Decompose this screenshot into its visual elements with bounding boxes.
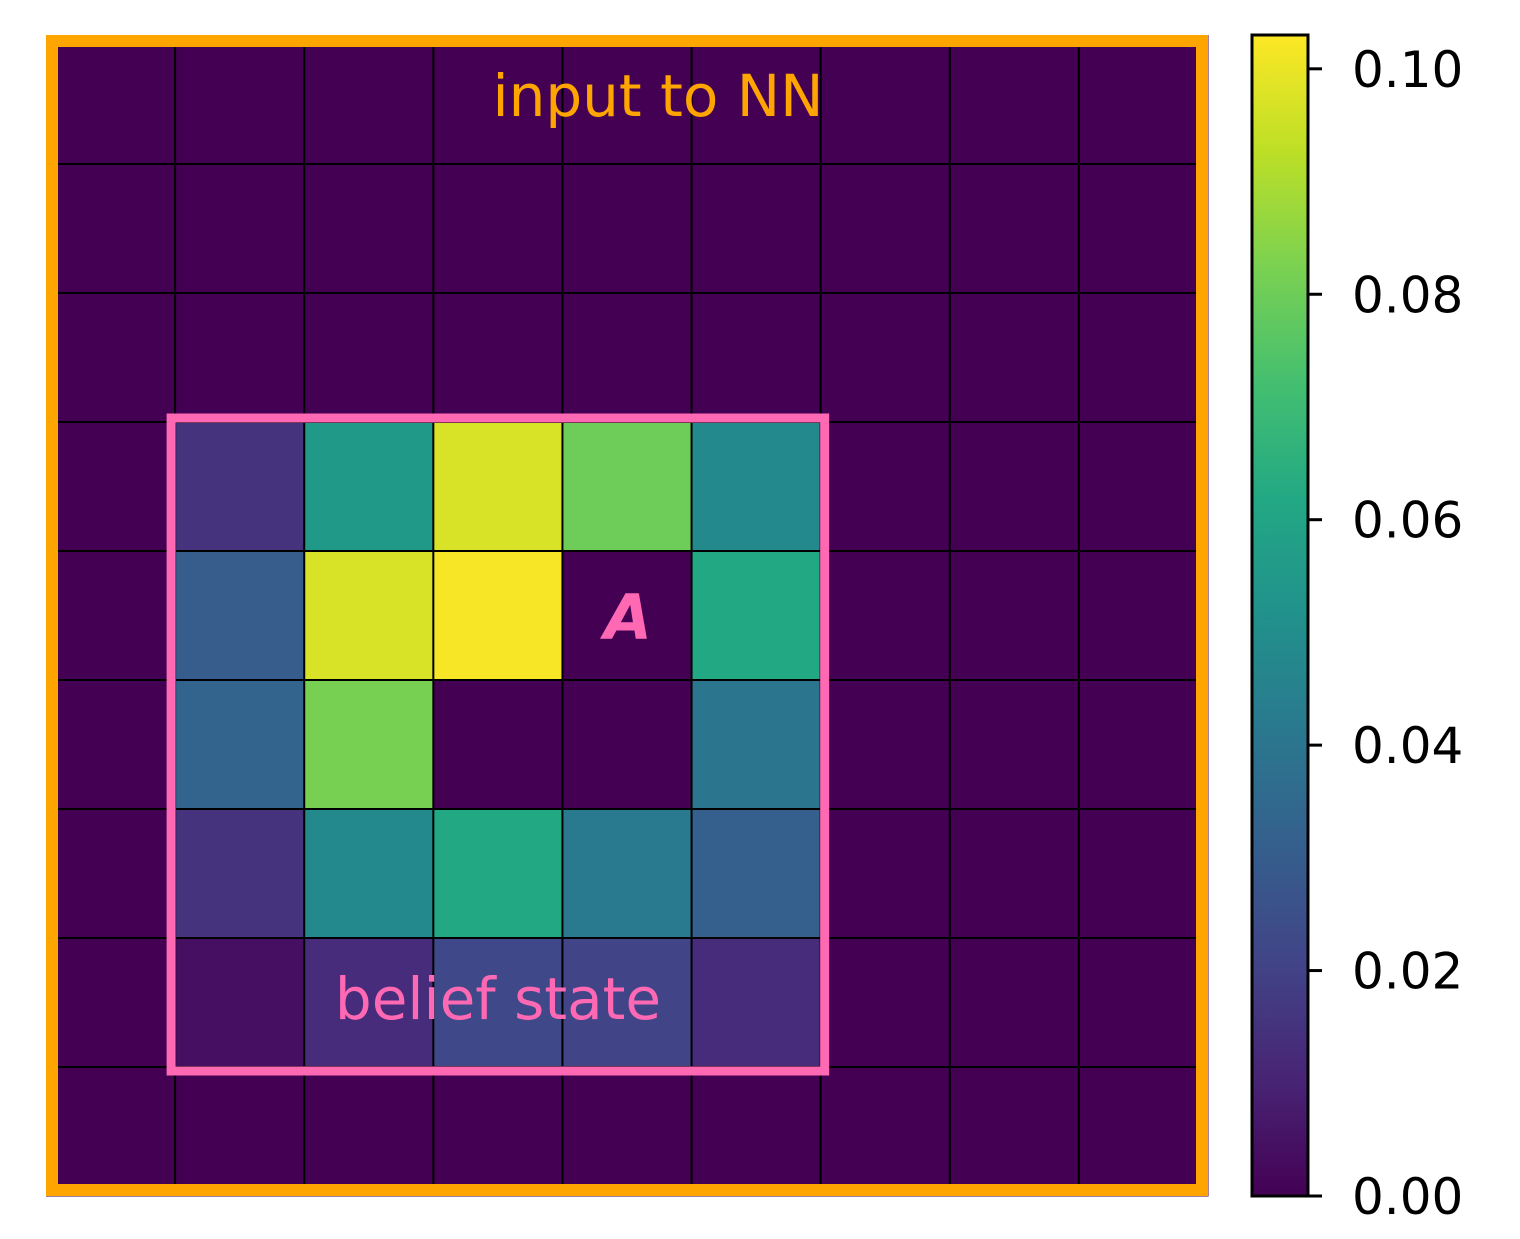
heatmap-cell-r2-c7 <box>949 293 1080 423</box>
heatmap-cell-r1-c2 <box>304 164 434 294</box>
heatmap-cell-r7-c2 <box>304 938 434 1068</box>
heatmap-cell-r8-c6 <box>820 1067 951 1197</box>
heatmap-cell-r7-c3 <box>433 938 563 1068</box>
heatmap-cell-r7-c1 <box>175 938 305 1068</box>
heatmap-cell-r8-c3 <box>433 1067 563 1197</box>
heatmap-cell-r8-c8 <box>1078 1067 1209 1197</box>
heatmap-cell-r2-c1 <box>175 293 305 423</box>
heatmap-cell-r1-c7 <box>949 164 1080 294</box>
belief-state-frame <box>166 413 830 1076</box>
belief-state-label: belief state <box>335 965 661 1033</box>
colorbar-tick-label: 0.00 <box>1352 1168 1463 1226</box>
heatmap-cell-r3-c2 <box>304 422 434 552</box>
heatmap-cell-r0-c5 <box>691 35 822 165</box>
heatmap-cell-r4-c1 <box>175 551 305 681</box>
heatmap-cell-r6-c2 <box>304 809 434 939</box>
heatmap-cells <box>46 35 1209 1197</box>
heatmap-cell-r7-c4 <box>562 938 693 1068</box>
heatmap-cell-r1-c3 <box>433 164 563 294</box>
heatmap-cell-r6-c1 <box>175 809 305 939</box>
heatmap-cell-r1-c1 <box>175 164 305 294</box>
heatmap-cell-r0-c3 <box>433 35 563 165</box>
colorbar-tick-label: 0.02 <box>1352 943 1463 1001</box>
heatmap-cell-r5-c4 <box>562 680 693 810</box>
heatmap-cell-r3-c3 <box>433 422 563 552</box>
colorbar-tick-label: 0.06 <box>1352 492 1463 550</box>
heatmap-cell-r7-c6 <box>820 938 951 1068</box>
heatmap-cell-r3-c5 <box>691 422 822 552</box>
heatmap-cell-r2-c0 <box>46 293 176 423</box>
heatmap-cell-r8-c5 <box>691 1067 822 1197</box>
heatmap-cell-r4-c2 <box>304 551 434 681</box>
heatmap-cell-r5-c1 <box>175 680 305 810</box>
heatmap-cell-r8-c7 <box>949 1067 1080 1197</box>
colorbar-tick-label: 0.04 <box>1352 717 1463 775</box>
heatmap-cell-r1-c6 <box>820 164 951 294</box>
heatmap-cell-r7-c5 <box>691 938 822 1068</box>
heatmap-cell-r8-c2 <box>304 1067 434 1197</box>
heatmap-cell-r0-c1 <box>175 35 305 165</box>
heatmap-cell-r1-c5 <box>691 164 822 294</box>
heatmap-cell-r1-c8 <box>1078 164 1209 294</box>
heatmap-cell-r5-c3 <box>433 680 563 810</box>
heatmap-cell-r5-c6 <box>820 680 951 810</box>
heatmap-cell-r2-c3 <box>433 293 563 423</box>
colorbar <box>1250 33 1310 1198</box>
heatmap-cell-r5-c0 <box>46 680 176 810</box>
heatmap-cell-r5-c8 <box>1078 680 1209 810</box>
heatmap-cell-r3-c8 <box>1078 422 1209 552</box>
heatmap-cell-r6-c5 <box>691 809 822 939</box>
heatmap-cell-r7-c8 <box>1078 938 1209 1068</box>
heatmap-cell-r0-c8 <box>1078 35 1209 165</box>
heatmap-cell-r4-c6 <box>820 551 951 681</box>
colorbar-tick-label: 0.08 <box>1352 266 1463 324</box>
heatmap-cell-r6-c0 <box>46 809 176 939</box>
heatmap-cell-r3-c1 <box>175 422 305 552</box>
heatmap-cell-r2-c4 <box>562 293 693 423</box>
colorbar-tick-label: 0.10 <box>1352 41 1463 99</box>
heatmap-cell-r0-c2 <box>304 35 434 165</box>
input-region-frame <box>46 35 1208 1196</box>
heatmap-cell-r7-c0 <box>46 938 176 1068</box>
heatmap-cell-r8-c0 <box>46 1067 176 1197</box>
colorbar-ticks: 0.00 0.02 0.04 0.06 0.08 0.10 <box>1308 41 1463 1226</box>
heatmap-cell-r3-c4 <box>562 422 693 552</box>
heatmap-cell-r4-c8 <box>1078 551 1209 681</box>
heatmap-cell-r3-c0 <box>46 422 176 552</box>
heatmap-cell-r0-c0 <box>46 35 176 165</box>
heatmap-cell-r2-c6 <box>820 293 951 423</box>
heatmap-cell-r2-c8 <box>1078 293 1209 423</box>
heatmap-cell-r5-c2 <box>304 680 434 810</box>
heatmap-cell-r7-c7 <box>949 938 1080 1068</box>
heatmap-cell-r3-c6 <box>820 422 951 552</box>
heatmap-cell-r6-c4 <box>562 809 693 939</box>
heatmap-cell-r4-c7 <box>949 551 1080 681</box>
agent-marker: A <box>599 581 652 654</box>
heatmap-cell-r4-c0 <box>46 551 176 681</box>
heatmap-cell-r6-c3 <box>433 809 563 939</box>
heatmap-cell-r8-c4 <box>562 1067 693 1197</box>
heatmap-cell-r2-c2 <box>304 293 434 423</box>
heatmap-cell-r5-c5 <box>691 680 822 810</box>
heatmap-cell-r2-c5 <box>691 293 822 423</box>
heatmap-cell-r1-c0 <box>46 164 176 294</box>
heatmap-cell-r8-c1 <box>175 1067 305 1197</box>
heatmap-cell-r0-c4 <box>562 35 693 165</box>
heatmap-cell-r1-c4 <box>562 164 693 294</box>
heatmap-cell-r6-c7 <box>949 809 1080 939</box>
heatmap-cell-r4-c5 <box>691 551 822 681</box>
heatmap-cell-r5-c7 <box>949 680 1080 810</box>
heatmap-cell-r0-c7 <box>949 35 1080 165</box>
heatmap-cell-r0-c6 <box>820 35 951 165</box>
heatmap-cell-r6-c6 <box>820 809 951 939</box>
input-region-label: input to NN <box>492 62 823 130</box>
heatmap-cell-r3-c7 <box>949 422 1080 552</box>
heatmap-cell-r6-c8 <box>1078 809 1209 939</box>
heatmap-cell-r4-c4 <box>562 551 693 681</box>
heatmap-cell-r4-c3 <box>433 551 563 681</box>
